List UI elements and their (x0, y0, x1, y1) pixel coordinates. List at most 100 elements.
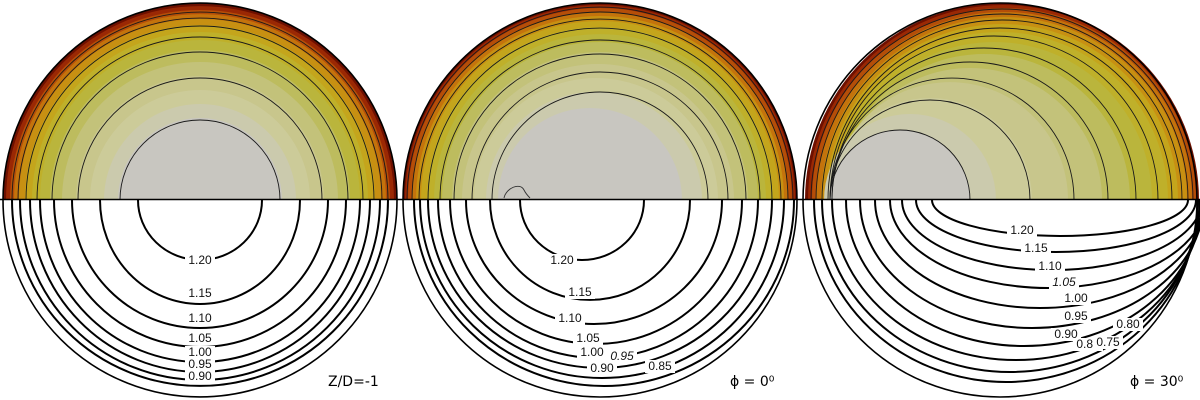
contour-line (829, 35, 1159, 200)
panel-z-d: 1.20 1.15 1.10 1.051.000.950.90 Z/D=-1 (2, 2, 398, 398)
contour-value-label: 1.05 (1052, 275, 1076, 289)
contour-label-bg (1113, 318, 1143, 331)
contour-line (503, 185, 531, 199)
contour-value-label: 1.00 (580, 345, 604, 359)
panel-phi-30: 1.201.151.101.051.000.950.900.850.800.75… (802, 2, 1200, 398)
contour-value-label: 1.10 (558, 311, 582, 325)
contour-value-label: 1.20 (550, 253, 574, 267)
contour-label-bg (1049, 276, 1079, 289)
contour-line (915, 199, 1197, 253)
contour-label-bg (607, 350, 637, 363)
contour-value-label: 0.90 (1054, 327, 1078, 341)
outer-boundary (402, 199, 798, 398)
contour-line (813, 199, 1199, 383)
contour-value-label: 0.75 (1096, 335, 1120, 349)
contour-label-bg (185, 332, 215, 345)
contour-line (815, 13, 1189, 200)
contour-value-label: 0.85 (648, 359, 672, 373)
contour-value-label: 1.10 (1038, 259, 1062, 273)
contour-value-label: 0.95 (610, 349, 634, 363)
outer-boundary (802, 199, 1198, 398)
contour-line (406, 6, 794, 200)
contour-line (25, 25, 375, 200)
contour-line (831, 61, 1109, 200)
contour-value-label: 0.90 (188, 369, 212, 383)
contour-line (489, 199, 691, 301)
contour-line (51, 51, 349, 200)
contour-line (11, 11, 389, 200)
contour-line (471, 71, 729, 200)
contour-label-bg (1061, 292, 1091, 305)
contour-value-label: 1.10 (188, 311, 212, 325)
lower-line-contours: 1.20 1.15 1.10 1.051.00 0.950.90 0.85 (402, 199, 798, 398)
contour-label-bg (1051, 328, 1081, 341)
lower-line-contours: 1.201.151.101.051.000.950.900.850.800.75 (802, 199, 1200, 398)
contour-label-bg (1035, 260, 1065, 273)
contour-line (418, 18, 782, 200)
contour-line (889, 199, 1200, 289)
contour-label-bg (185, 312, 215, 325)
contour-label-bg (1007, 224, 1037, 237)
contour-line (17, 17, 383, 200)
contour-label-bg (1061, 310, 1091, 323)
contour-line (491, 91, 709, 200)
contour-label-bg (185, 370, 215, 383)
contour-value-label: 1.05 (576, 331, 600, 345)
upper-colored-contours (2, 2, 398, 200)
contour-label-bg (185, 346, 215, 359)
contour-value-label: 0.95 (188, 357, 212, 371)
contour-line (453, 53, 747, 200)
contour-value-label: 1.00 (188, 345, 212, 359)
contour-line (821, 199, 1199, 373)
contour-line (465, 199, 723, 325)
contour-label-bg (185, 287, 215, 300)
contour-line (77, 77, 323, 200)
contour-line (137, 199, 263, 261)
contour-line (829, 99, 1031, 200)
contour-line (931, 199, 1189, 237)
upper-colored-contours (402, 2, 798, 200)
contour-label-bg (185, 254, 215, 267)
contour-line (519, 199, 645, 261)
upper-colored-contours (802, 2, 1199, 200)
contour-line (36, 36, 364, 200)
panel-phi-0: 1.20 1.15 1.10 1.051.00 0.950.90 0.85 ϕ = 0⁰ (402, 2, 798, 398)
contour-value-label: 1.05 (188, 331, 212, 345)
contour-value-label: 0.90 (590, 361, 614, 375)
contour-line (810, 8, 1194, 200)
contour-label-bg (547, 254, 577, 267)
contour-label-bg (185, 358, 215, 371)
contour-label-bg (555, 312, 585, 325)
contour-value-label: 1.20 (1010, 223, 1034, 237)
contour-band (498, 108, 682, 200)
contour-line (829, 129, 971, 200)
outer-boundary (402, 2, 798, 200)
contour-line (874, 199, 1200, 309)
contour-line (439, 39, 761, 200)
contour-value-label: 1.15 (1024, 241, 1048, 255)
panel-caption: ϕ = 0⁰ (730, 374, 775, 390)
contour-line (827, 27, 1173, 200)
contour-line (821, 19, 1183, 200)
contour-label-bg (587, 362, 617, 375)
contour-label-bg (565, 286, 595, 299)
contour-line (427, 27, 773, 200)
contour-line (71, 199, 329, 329)
contour-line (119, 119, 281, 200)
outer-boundary (2, 199, 398, 398)
panel-caption: Z/D=-1 (328, 374, 379, 390)
contour-value-label: 1.15 (568, 285, 592, 299)
contour-value-label: 1.00 (1064, 291, 1088, 305)
contour-label-bg (573, 332, 603, 345)
contour-line (831, 47, 1137, 200)
outer-boundary (2, 2, 398, 200)
contour-label-bg (645, 360, 675, 373)
contour-label-bg (577, 346, 607, 359)
contour-line (419, 199, 785, 379)
contour-band (830, 130, 970, 200)
contour-value-label: 0.80 (1116, 317, 1140, 331)
contour-label-bg (1021, 242, 1051, 255)
contour-band (118, 118, 282, 200)
contour-line (99, 199, 301, 305)
